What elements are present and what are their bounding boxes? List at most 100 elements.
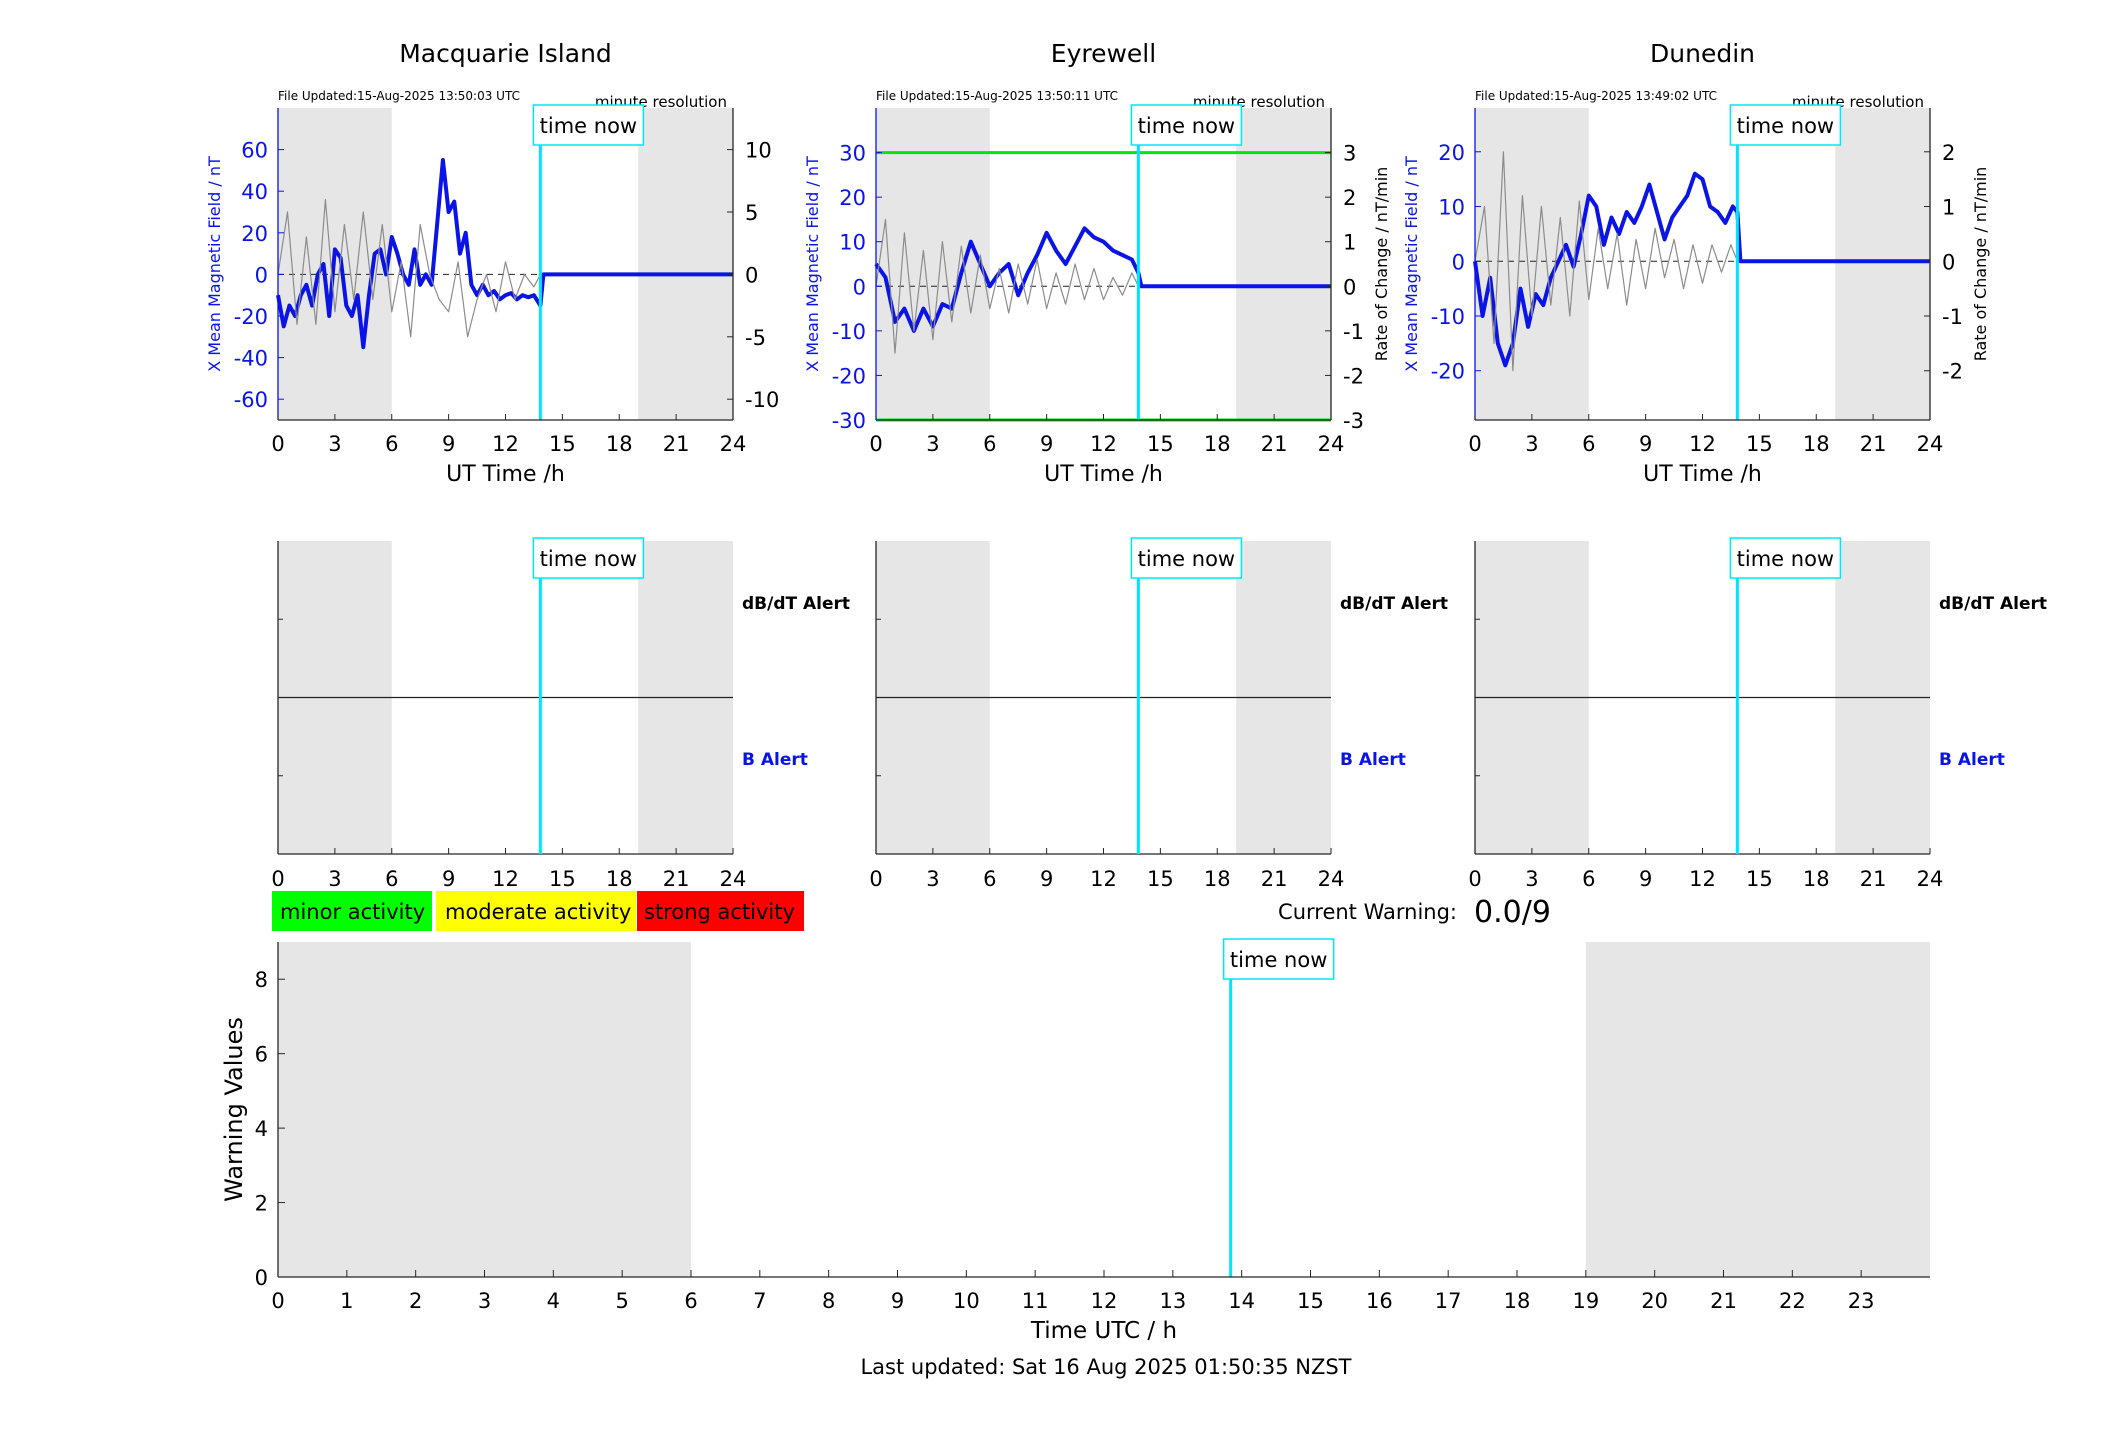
dunedin-dbdt-alert-label: dB/dT Alert	[1939, 594, 2047, 614]
eyrewell-alert-x-tick-label: 0	[869, 867, 882, 891]
warning-y-tick-label: 4	[255, 1117, 268, 1141]
warning-x-tick-label: 19	[1572, 1289, 1599, 1313]
dunedin-alert-x-tick-label: 6	[1582, 867, 1595, 891]
macquarie-island-alert-x-tick-label: 24	[720, 867, 747, 891]
macquarie-island-x-tick-label: 21	[663, 432, 690, 456]
macquarie-island-x-tick-label: 24	[720, 432, 747, 456]
macquarie-island-b-field-series	[276, 158, 733, 350]
dunedin-time-now-box	[1729, 104, 1842, 146]
dunedin-alert-x-tick-label: 21	[1860, 867, 1887, 891]
eyrewell-alert-x-tick-label: 12	[1090, 867, 1117, 891]
warning-x-tick-label: 0	[271, 1289, 284, 1313]
eyrewell-right-tick-label: 1	[1343, 231, 1356, 255]
warning-x-tick-label: 5	[615, 1289, 628, 1313]
dunedin-x-tick-label: 15	[1746, 432, 1773, 456]
macquarie-island-left-tick-label: -20	[234, 305, 268, 329]
macquarie-island-alert-x-tick-label: 9	[442, 867, 455, 891]
macquarie-island-left-tick-label: 40	[241, 180, 268, 204]
warning-night-shade-0	[278, 942, 691, 1277]
eyrewell-x-tick-label: 21	[1261, 432, 1288, 456]
eyrewell-alert-time-now-box	[1130, 537, 1243, 579]
macquarie-island-dbdt-alert-label: dB/dT Alert	[742, 594, 850, 614]
warning-y-tick-label: 6	[255, 1043, 268, 1067]
eyrewell-x-tick-label: 6	[983, 432, 996, 456]
warning-x-tick-label: 10	[953, 1289, 980, 1313]
macquarie-island-left-tick-label: 20	[241, 222, 268, 246]
macquarie-island-alert-x-tick-label: 3	[328, 867, 341, 891]
dunedin-x-axis-label: UT Time /h	[1643, 462, 1762, 487]
macquarie-island-b-alert-label: B Alert	[742, 750, 808, 770]
moderate-activity-label: moderate activity	[445, 900, 631, 924]
macquarie-island-alert-x-tick-label: 21	[663, 867, 690, 891]
macquarie-island-night-shade-1	[638, 108, 733, 420]
dunedin-night-shade-1	[1835, 108, 1930, 420]
warning-x-tick-label: 9	[891, 1289, 904, 1313]
dunedin-alert-x-tick-label: 9	[1639, 867, 1652, 891]
warning-x-tick-label: 14	[1228, 1289, 1255, 1313]
macquarie-island-alert-x-tick-label: 6	[385, 867, 398, 891]
macquarie-island-x-tick-label: 3	[328, 432, 341, 456]
eyrewell-left-tick-label: 0	[853, 275, 866, 299]
warning-x-tick-label: 22	[1779, 1289, 1806, 1313]
current-warning-label: Current Warning:	[1278, 900, 1457, 924]
dunedin-right-tick-label: 2	[1942, 141, 1955, 165]
eyrewell-alert-time-now-label: time now	[1138, 547, 1235, 571]
macquarie-island-left-axis-label: X Mean Magnetic Field / nT	[205, 156, 224, 372]
dunedin-x-tick-label: 0	[1468, 432, 1481, 456]
eyrewell-right-axis-label: Rate of Change / nT/min	[1372, 167, 1391, 362]
eyrewell-right-tick-label: -3	[1343, 409, 1364, 433]
dunedin-left-tick-label: 10	[1438, 196, 1465, 220]
warning-x-tick-label: 1	[340, 1289, 353, 1313]
dunedin-x-tick-label: 21	[1860, 432, 1887, 456]
eyrewell-right-tick-label: 2	[1343, 186, 1356, 210]
macquarie-island-time-now-label: time now	[540, 114, 637, 138]
eyrewell-left-tick-label: -20	[832, 364, 866, 388]
warning-time-now-box	[1222, 938, 1335, 980]
macquarie-island-title: Macquarie Island	[399, 39, 612, 68]
dunedin-alert-time-now-box	[1729, 537, 1842, 579]
dunedin-left-tick-label: -20	[1431, 360, 1465, 384]
eyrewell-right-tick-label: -2	[1343, 364, 1364, 388]
dunedin-left-axis-label: X Mean Magnetic Field / nT	[1402, 156, 1421, 372]
warning-y-tick-label: 2	[255, 1192, 268, 1216]
eyrewell-time-now-box	[1130, 104, 1243, 146]
dunedin-night-shade-0	[1475, 108, 1589, 420]
warning-x-tick-label: 23	[1848, 1289, 1875, 1313]
dunedin-title: Dunedin	[1650, 39, 1755, 68]
eyrewell-alert-x-tick-label: 24	[1318, 867, 1345, 891]
strong-activity-label: strong activity	[644, 900, 795, 924]
warning-x-tick-label: 15	[1297, 1289, 1324, 1313]
moderate-activity-swatch	[436, 891, 636, 931]
eyrewell-field-chart: Eyrewell File Updated:15-Aug-2025 13:50:1…	[803, 39, 1391, 487]
warning-x-tick-label: 7	[753, 1289, 766, 1313]
dunedin-right-tick-label: 1	[1942, 196, 1955, 220]
eyrewell-rate-of-change-series	[875, 218, 1139, 354]
warning-x-tick-label: 6	[684, 1289, 697, 1313]
macquarie-island-alert-x-tick-label: 12	[492, 867, 519, 891]
dunedin-right-axis-label: Rate of Change / nT/min	[1971, 167, 1990, 362]
eyrewell-left-axis-label: X Mean Magnetic Field / nT	[803, 156, 822, 372]
activity-legend: minor activity moderate activity strong …	[272, 891, 804, 931]
eyrewell-night-shade-0	[876, 108, 990, 420]
eyrewell-x-tick-label: 9	[1040, 432, 1053, 456]
macquarie-island-alert-time-now-label: time now	[540, 547, 637, 571]
macquarie-island-right-tick-label: -5	[745, 326, 766, 350]
dunedin-file-updated: File Updated:15-Aug-2025 13:49:02 UTC	[1475, 89, 1717, 103]
dunedin-alert-panel: time now dB/dT Alert B Alert 0 3 6 9 12 15 18 21 24	[1468, 537, 2047, 891]
warning-y-axis-label: Warning Values	[220, 1017, 248, 1202]
dunedin-alert-x-tick-label: 0	[1468, 867, 1481, 891]
dunedin-rate-of-change-series	[1474, 151, 1738, 372]
dunedin-left-tick-label: -10	[1431, 305, 1465, 329]
eyrewell-right-tick-label: 0	[1343, 275, 1356, 299]
current-warning-value: 0.0/9	[1474, 895, 1551, 930]
dunedin-x-tick-label: 3	[1525, 432, 1538, 456]
eyrewell-time-now-label: time now	[1138, 114, 1235, 138]
eyrewell-left-tick-label: -30	[832, 409, 866, 433]
eyrewell-b-field-series	[874, 226, 1331, 333]
dunedin-x-tick-label: 12	[1689, 432, 1716, 456]
macquarie-island-x-tick-label: 6	[385, 432, 398, 456]
warning-night-shade-1	[1585, 942, 1930, 1277]
macquarie-island-file-updated: File Updated:15-Aug-2025 13:50:03 UTC	[278, 89, 520, 103]
dunedin-left-tick-label: 20	[1438, 141, 1465, 165]
